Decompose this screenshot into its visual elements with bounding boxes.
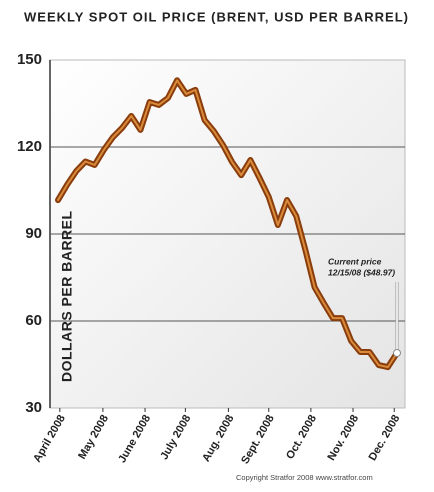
annotation: Current price xyxy=(328,256,382,266)
y-axis-label: DOLLARS PER BARREL xyxy=(59,210,75,382)
x-tick-label: July 2008 xyxy=(158,413,193,462)
footer: Copyright Stratfor 2008 www.stratfor.com xyxy=(236,473,373,482)
x-tick-label: Oct. 2008 xyxy=(284,413,319,461)
x-tick-label: Nov. 2008 xyxy=(325,413,361,463)
series-line-highlight xyxy=(57,79,398,369)
y-tick-label: 30 xyxy=(25,399,42,416)
x-tick-label: June 2008 xyxy=(116,413,153,465)
x-tick-label: Sept. 2008 xyxy=(239,413,277,466)
x-tick-label: May 2008 xyxy=(76,413,111,461)
x-tick-label: Aug. 2008 xyxy=(200,413,236,464)
x-tick-label: April 2008 xyxy=(31,413,68,465)
annotation: 12/15/08 ($48.97) xyxy=(328,267,395,277)
chart-title: WEEKLY SPOT OIL PRICE (BRENT, USD PER BA… xyxy=(24,9,409,24)
x-tick-label: Dec. 2008 xyxy=(367,413,403,463)
current-point xyxy=(393,348,401,357)
y-tick-label: 150 xyxy=(17,51,42,68)
y-tick-label: 90 xyxy=(25,225,42,242)
y-tick-label: 60 xyxy=(25,312,42,329)
y-tick-label: 120 xyxy=(17,138,42,155)
